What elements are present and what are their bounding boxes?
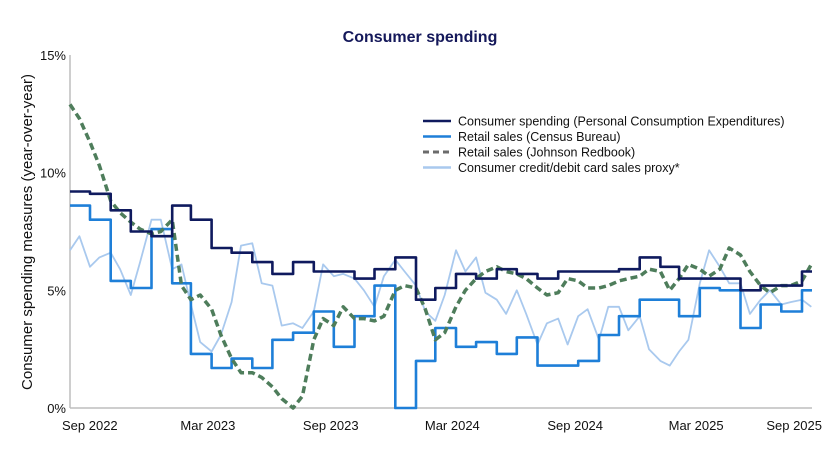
legend: Consumer spending (Personal Consumption …: [423, 115, 785, 175]
legend-label: Retail sales (Census Bureau): [458, 130, 621, 144]
series-line-4: [69, 218, 812, 367]
x-tick-label: Mar 2023: [180, 418, 235, 433]
y-axis-label: Consumer spending measures (year-over-ye…: [19, 74, 36, 390]
legend-label: Consumer spending (Personal Consumption …: [458, 115, 785, 129]
y-tick-label: 10%: [40, 166, 66, 181]
y-tick-label: 0%: [47, 401, 66, 416]
x-tick-label: Mar 2024: [425, 418, 480, 433]
series-line-3: [68, 103, 813, 410]
y-tick-label: 5%: [47, 283, 66, 298]
x-tick-label: Sep 2023: [303, 418, 359, 433]
x-tick-label: Mar 2025: [669, 418, 724, 433]
x-tick-label: Sep 2022: [62, 418, 118, 433]
legend-label: Retail sales (Johnson Redbook): [458, 146, 635, 160]
chart-title: Consumer spending: [343, 29, 498, 46]
x-tick-label: Sep 2024: [547, 418, 603, 433]
x-tick-label: Sep 2025: [766, 418, 822, 433]
legend-label: Consumer credit/debit card sales proxy*: [458, 161, 680, 175]
series-line-2: [70, 204, 812, 410]
series-line-1: [70, 190, 812, 302]
y-tick-label: 15%: [40, 48, 66, 63]
